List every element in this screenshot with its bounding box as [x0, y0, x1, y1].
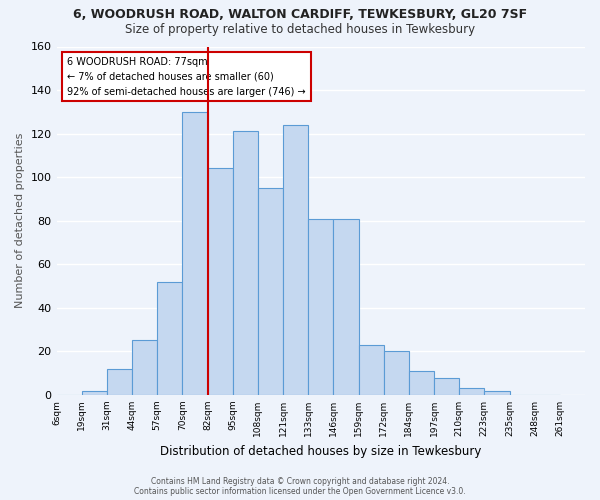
Bar: [409, 371, 434, 395]
Text: Contains HM Land Registry data © Crown copyright and database right 2024.
Contai: Contains HM Land Registry data © Crown c…: [134, 476, 466, 496]
Bar: [157, 282, 182, 395]
Bar: [459, 388, 484, 395]
Bar: [434, 378, 459, 395]
Bar: [359, 345, 383, 395]
Bar: [283, 125, 308, 395]
Bar: [308, 218, 334, 395]
Text: 6, WOODRUSH ROAD, WALTON CARDIFF, TEWKESBURY, GL20 7SF: 6, WOODRUSH ROAD, WALTON CARDIFF, TEWKES…: [73, 8, 527, 20]
Text: 6 WOODRUSH ROAD: 77sqm
← 7% of detached houses are smaller (60)
92% of semi-deta: 6 WOODRUSH ROAD: 77sqm ← 7% of detached …: [67, 57, 306, 96]
Bar: [258, 188, 283, 395]
Text: Size of property relative to detached houses in Tewkesbury: Size of property relative to detached ho…: [125, 22, 475, 36]
Bar: [334, 218, 359, 395]
Bar: [82, 390, 107, 395]
Y-axis label: Number of detached properties: Number of detached properties: [15, 133, 25, 308]
X-axis label: Distribution of detached houses by size in Tewkesbury: Distribution of detached houses by size …: [160, 444, 481, 458]
Bar: [132, 340, 157, 395]
Bar: [233, 132, 258, 395]
Bar: [208, 168, 233, 395]
Bar: [182, 112, 208, 395]
Bar: [484, 390, 509, 395]
Bar: [107, 369, 132, 395]
Bar: [383, 352, 409, 395]
